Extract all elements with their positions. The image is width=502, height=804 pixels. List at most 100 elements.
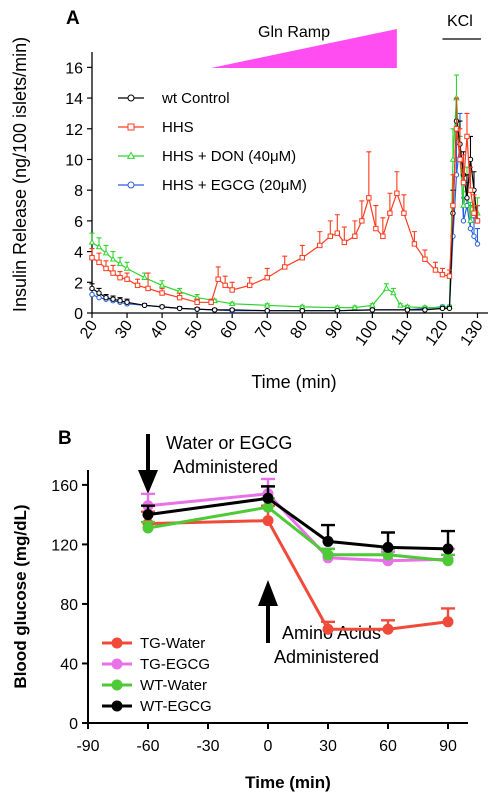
data-point-a — [471, 210, 477, 216]
data-point-a — [96, 259, 102, 266]
data-point-a — [228, 300, 236, 307]
data-point-a — [471, 233, 477, 239]
error-bar-a — [471, 171, 477, 191]
legend-marker-b — [111, 700, 123, 712]
data-point-a — [422, 256, 428, 262]
annotation-bottom-line: Administered — [274, 647, 379, 667]
series-line-b — [147, 505, 449, 563]
legend-label-a: wt Control — [161, 90, 230, 107]
data-point-a — [229, 307, 235, 313]
series-b-3 — [141, 485, 455, 555]
data-point-a — [264, 307, 270, 314]
data-point-b — [382, 623, 394, 635]
legend-b: TG-Water TG-EGCG WT-Water WT-EGCG — [102, 635, 212, 715]
data-point-a — [394, 190, 400, 196]
error-bar-a — [380, 217, 386, 237]
error-bar-a — [464, 174, 470, 198]
data-point-a — [89, 255, 95, 261]
data-point-a — [373, 225, 379, 232]
legend-item-a: HHS + EGCG (20μM) — [118, 177, 307, 194]
data-point-a — [317, 242, 323, 249]
plot-b: 0 40 80 120 160 -90 -60 -30 0 30 60 90 — [51, 470, 468, 755]
panel-a-label: A — [66, 8, 80, 29]
data-point-a — [450, 202, 456, 209]
x-axis-label-b: Time (min) — [245, 773, 331, 792]
x-tick-label-a: 100 — [352, 317, 381, 349]
error-bar-a — [453, 97, 459, 129]
series-line-b — [147, 519, 449, 631]
error-bar-a — [394, 171, 400, 194]
data-point-a — [432, 267, 439, 273]
data-point-b — [262, 501, 274, 513]
data-point-a — [117, 298, 123, 304]
y-tick-label-a: 16 — [65, 60, 83, 77]
data-point-a — [222, 282, 228, 289]
data-point-a — [467, 187, 474, 193]
error-bar-a — [401, 194, 407, 214]
legend-item-a: HHS + DON (40μM) — [118, 148, 296, 165]
panel-b: B Water or EGCG Administered Amino AcidsA… — [11, 428, 468, 792]
data-point-a — [439, 305, 446, 312]
data-point-a — [351, 303, 359, 310]
data-point-a — [474, 241, 481, 247]
y-tick-label-a: 4 — [74, 245, 83, 262]
data-point-a — [411, 241, 418, 247]
data-point-a — [124, 299, 130, 305]
data-point-a — [158, 281, 166, 288]
data-point-a — [176, 305, 183, 312]
x-tick-label-b: -60 — [136, 738, 159, 755]
data-point-a — [96, 290, 102, 296]
data-point-a — [464, 133, 470, 140]
y-tick-label-a: 2 — [74, 275, 83, 292]
data-point-a — [96, 294, 102, 301]
data-point-a — [369, 301, 376, 308]
y-tick-label-b: 80 — [60, 597, 78, 614]
data-point-a — [116, 260, 124, 267]
error-bar-a — [450, 174, 456, 206]
data-point-b — [322, 535, 334, 547]
data-point-a — [208, 299, 214, 305]
error-bar-a — [457, 128, 463, 160]
data-point-a — [404, 307, 411, 313]
data-point-a — [383, 284, 390, 291]
kcl-label: KCl — [447, 13, 473, 30]
data-point-a — [102, 249, 110, 256]
x-tick-label-a: 130 — [458, 317, 487, 349]
data-point-a — [194, 306, 200, 312]
error-bar-a — [453, 74, 459, 99]
series-a-1 — [89, 97, 481, 305]
x-tick-label-a: 40 — [147, 317, 171, 341]
data-point-a — [439, 271, 446, 278]
legend-marker-a — [127, 123, 135, 131]
y-axis-label-a: Insulin Release (ng/100 islets/min) — [10, 37, 30, 312]
error-bar-a — [366, 151, 372, 198]
data-point-a — [446, 273, 453, 279]
series-line-a — [91, 98, 479, 309]
legend-label-b: TG-Water — [140, 635, 205, 652]
series-line-a — [91, 144, 479, 312]
legend-label-a: HHS + EGCG (20μM) — [162, 177, 307, 194]
data-point-a — [89, 285, 95, 292]
legend-item-b: WT-EGCG — [102, 698, 212, 715]
data-point-a — [282, 264, 288, 270]
y-tick-label-b: 160 — [51, 478, 78, 495]
data-point-a — [359, 218, 365, 224]
data-point-a — [327, 233, 334, 239]
data-point-a — [145, 285, 151, 292]
error-bar-a — [334, 214, 340, 234]
data-point-a — [341, 239, 348, 246]
legend-label-b: WT-Water — [140, 677, 207, 694]
data-point-a — [467, 225, 474, 232]
data-point-a — [89, 291, 95, 298]
data-point-a — [264, 274, 270, 281]
x-tick-label-a: 70 — [252, 317, 276, 341]
data-point-b — [442, 555, 454, 567]
y-tick-label-a: 10 — [65, 152, 83, 169]
error-bar-a — [467, 166, 473, 191]
data-point-a — [246, 282, 253, 289]
data-point-a — [159, 304, 165, 310]
error-bar-a — [464, 112, 470, 137]
data-point-b — [442, 543, 454, 555]
y-tick-label-a: 8 — [74, 183, 83, 200]
annotation-water-egcg: Water or EGCG Administered — [138, 433, 292, 494]
